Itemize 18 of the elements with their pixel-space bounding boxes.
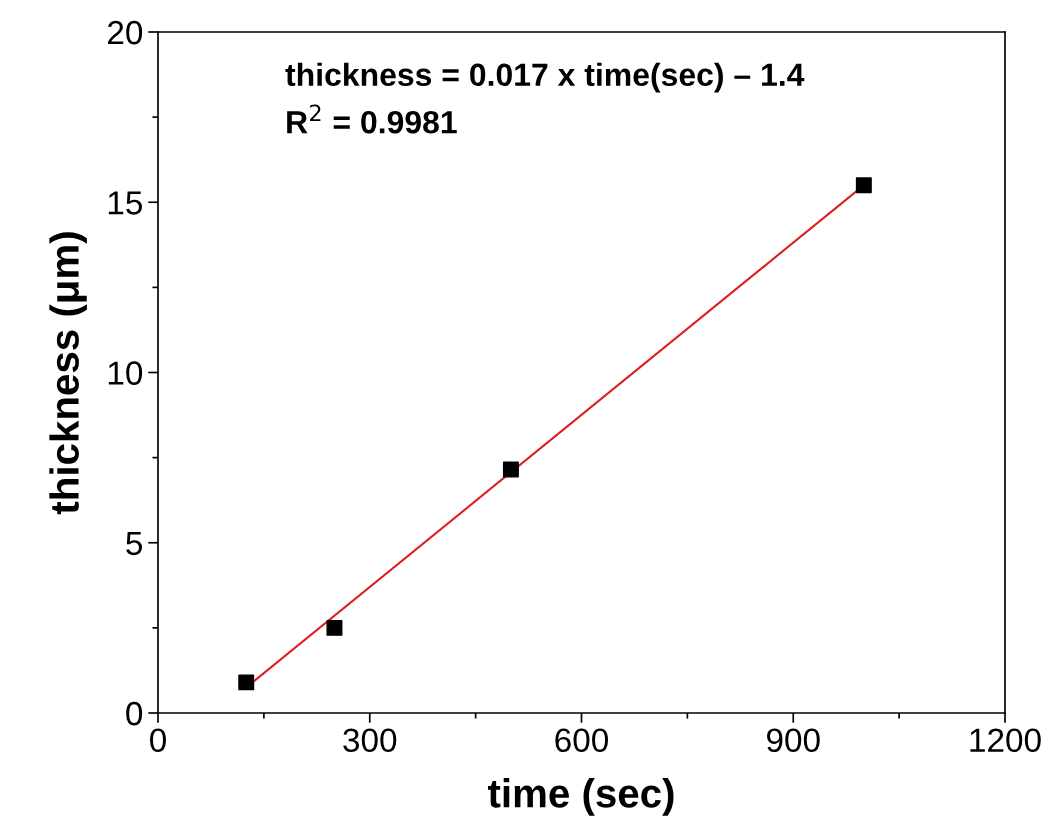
point [238,674,255,691]
y-tick-label: 15 [108,191,143,215]
x-tick-label: 900 [767,728,820,753]
point [855,177,872,194]
annotation: R$^{2}$ = 0.9981 [287,104,457,134]
y-axis-title: thickness (μm) [49,232,87,515]
x-tick-label: 1200 [970,728,1041,753]
y-tick-label: 10 [108,361,143,385]
x-axis-title: time (sec) [487,778,674,816]
x-tick-label: 0 [150,728,166,753]
y-tick-label: 20 [108,20,143,45]
point [502,461,519,478]
point [326,619,343,636]
y-tick-label: 0 [126,701,143,726]
x-tick-label: 600 [555,728,609,753]
annotation: thickness = 0.017 x time(sec) – 1.4 [285,62,805,93]
y-tick-label: 5 [126,531,143,556]
x-tick-label: 300 [343,728,397,753]
